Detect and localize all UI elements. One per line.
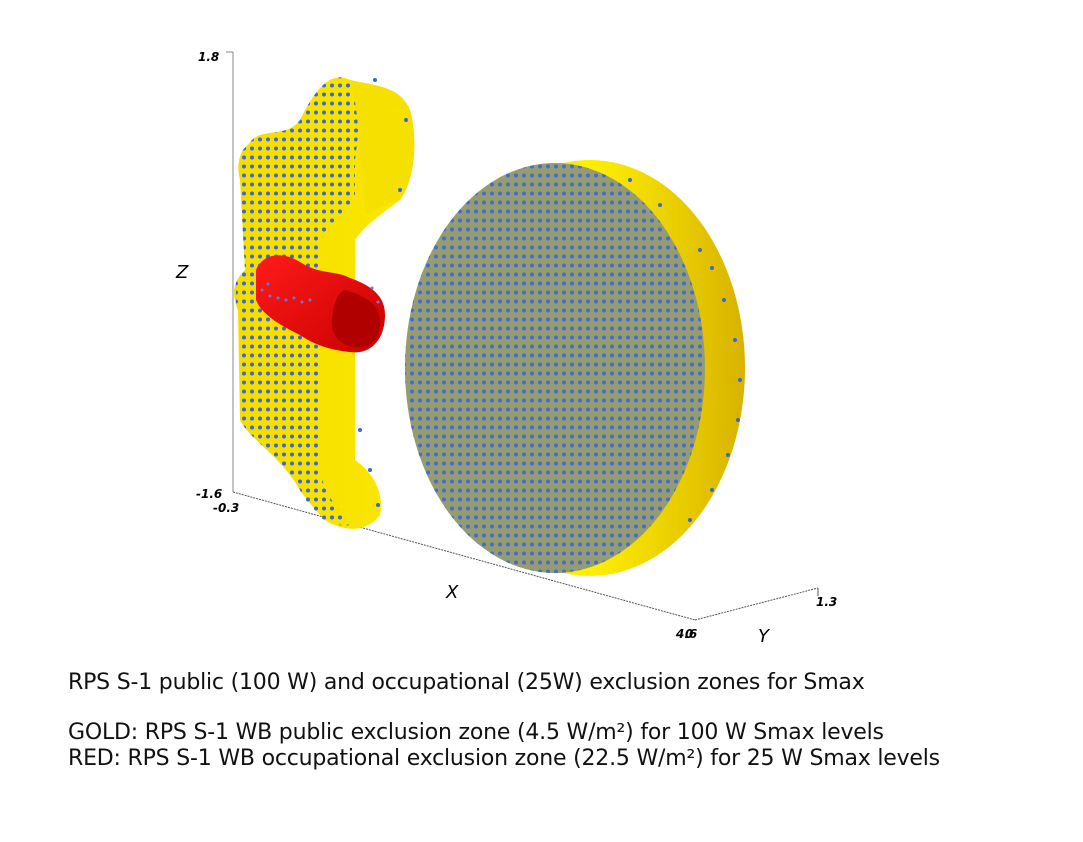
y-min-label: 0 [685, 627, 693, 641]
y-axis-line [694, 587, 819, 621]
z-max-label: 1.8 [198, 50, 219, 64]
red-zone-points [260, 282, 380, 304]
gold-disc-shading [405, 163, 705, 573]
red-zone-inner-face [331, 290, 380, 348]
y-axis-title: Y [758, 626, 771, 647]
y-max-label: 1.3 [816, 595, 837, 609]
axes-frame [226, 51, 819, 621]
figure-title: RPS S-1 public (100 W) and occupational … [68, 670, 865, 695]
gold-legend-line: GOLD: RPS S-1 WB public exclusion zone (… [68, 720, 884, 745]
gold-lobe-rim [350, 80, 415, 215]
x-axis-title: X [445, 582, 459, 603]
z-min-label: -1.6 [196, 487, 222, 501]
x-axis-line [232, 491, 696, 621]
gold-rim-points [358, 78, 742, 522]
red-occupational-exclusion-zone [256, 255, 385, 353]
x-min-label: -0.3 [213, 501, 239, 515]
red-legend-line: RED: RPS S-1 WB occupational exclusion z… [68, 746, 940, 771]
x-max-label: 4.6 [675, 627, 697, 641]
z-axis-title: Z [175, 262, 189, 283]
